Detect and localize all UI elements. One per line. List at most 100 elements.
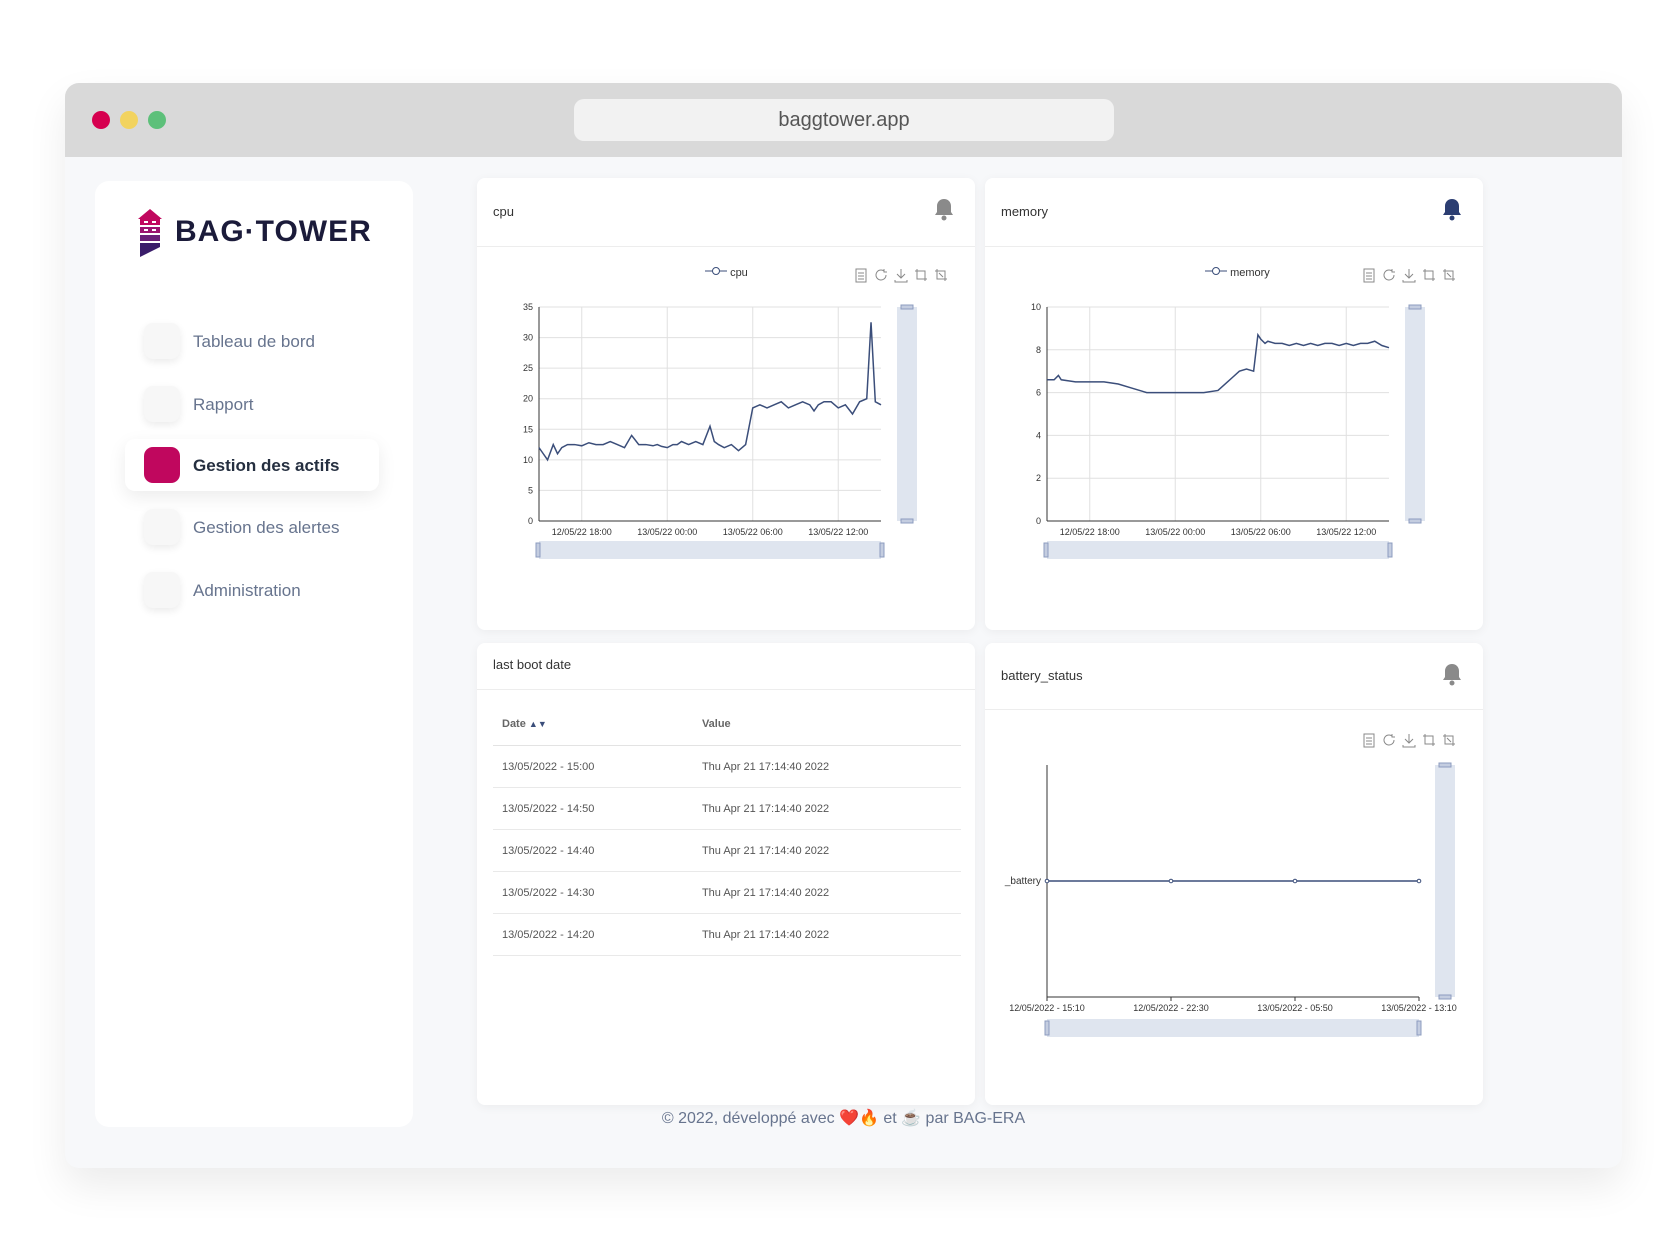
- x-zoom-handle: [1044, 1020, 1050, 1036]
- data-view-icon[interactable]: [854, 268, 868, 283]
- table-row[interactable]: 13/05/2022 - 14:20 Thu Apr 21 17:14:40 20…: [493, 913, 961, 956]
- table-header-row: Date ▲▼ Value: [493, 703, 961, 746]
- data-point: [1168, 878, 1174, 884]
- x-zoom-handle: [535, 542, 541, 558]
- legend-marker: [1205, 267, 1227, 275]
- zoom-icon[interactable]: [1422, 733, 1436, 748]
- y-zoom-slider: [1435, 765, 1455, 997]
- assets-icon: [144, 447, 180, 483]
- sidebar-item-label: Administration: [193, 580, 301, 600]
- maximize-window-dot[interactable]: [148, 111, 166, 129]
- y-tick-label: 20: [523, 394, 533, 404]
- save-image-icon[interactable]: [1402, 268, 1416, 283]
- y-zoom-handle: [1438, 994, 1452, 1000]
- bell-icon[interactable]: [933, 197, 955, 221]
- close-window-dot[interactable]: [92, 111, 110, 129]
- x-tick-label: 13/05/22 00:00: [1145, 527, 1205, 537]
- chart-toolbox: [1362, 268, 1462, 284]
- y-tick-label: 30: [523, 333, 533, 343]
- series-line: [1047, 332, 1390, 394]
- x-tick-label: 13/05/22 12:00: [808, 527, 868, 537]
- sidebar-item-rapport[interactable]: Rapport: [125, 378, 379, 430]
- zoom-icon[interactable]: [914, 268, 928, 283]
- battery-status-chart[interactable]: _battery 12/05/2022 - 15:10 12/05/2022 - 2…: [985, 761, 1483, 1061]
- table-row[interactable]: 13/05/2022 - 14:30 Thu Apr 21 17:14:40 20…: [493, 871, 961, 914]
- minimize-window-dot[interactable]: [120, 111, 138, 129]
- column-header-value[interactable]: Value: [692, 703, 961, 746]
- card-header: memory: [985, 178, 1483, 247]
- y-tick-label: 0: [1036, 516, 1041, 526]
- data-point: [1044, 878, 1050, 884]
- save-image-icon[interactable]: [1402, 733, 1416, 748]
- x-zoom-handle: [1043, 542, 1049, 558]
- zoom-reset-icon[interactable]: [1442, 268, 1456, 283]
- column-header-date[interactable]: Date ▲▼: [493, 703, 693, 746]
- chart-legend[interactable]: cpu: [705, 266, 748, 279]
- x-tick-label: 12/05/22 18:00: [552, 527, 612, 537]
- x-tick-label: 12/05/22 18:00: [1060, 527, 1120, 537]
- zoom-icon[interactable]: [1422, 268, 1436, 283]
- sidebar: BAG·TOWER Tableau de bord Rapport Gestio…: [95, 181, 413, 1127]
- memory-chart[interactable]: 0 2 4 6 8 10 12/05/22 18:00 13/05/22 00:00 13/05…: [985, 303, 1483, 603]
- y-zoom-slider: [897, 307, 917, 521]
- x-tick-label: 13/05/22 06:00: [1231, 527, 1291, 537]
- data-point: [1416, 878, 1422, 884]
- sort-icon[interactable]: ▲▼: [528, 719, 547, 729]
- x-tick-label: 12/05/2022 - 22:30: [1133, 1003, 1209, 1013]
- save-image-icon[interactable]: [894, 268, 908, 283]
- cell-date: 13/05/2022 - 14:50: [493, 787, 693, 830]
- cell-date: 13/05/2022 - 14:30: [493, 871, 693, 914]
- y-tick-label: 4: [1036, 430, 1041, 440]
- y-category-label: _battery: [1004, 876, 1041, 887]
- memory-card: memory memory 0 2 4 6 8 10 12/05/22 18:00 13/05…: [985, 178, 1483, 630]
- sidebar-item-label: Tableau de bord: [193, 331, 315, 351]
- y-zoom-handle: [1408, 304, 1422, 310]
- table-row[interactable]: 13/05/2022 - 15:00 Thu Apr 21 17:14:40 20…: [493, 745, 961, 788]
- sidebar-item-label: Gestion des alertes: [193, 517, 340, 537]
- y-tick-label: 15: [523, 424, 533, 434]
- x-tick-label: 13/05/2022 - 13:10: [1381, 1003, 1457, 1013]
- url-bar[interactable]: baggtower.app: [574, 99, 1114, 141]
- battery-status-card: battery_status _battery 12/05/2022 - 15:1…: [985, 643, 1483, 1105]
- table-row[interactable]: 13/05/2022 - 14:50 Thu Apr 21 17:14:40 20…: [493, 787, 961, 830]
- table-row[interactable]: 13/05/2022 - 14:40 Thu Apr 21 17:14:40 20…: [493, 829, 961, 872]
- cell-value: Thu Apr 21 17:14:40 2022: [692, 829, 961, 872]
- zoom-reset-icon[interactable]: [1442, 733, 1456, 748]
- browser-titlebar: baggtower.app: [65, 83, 1622, 157]
- legend-label: memory: [1230, 267, 1270, 279]
- card-title: last boot date: [493, 657, 572, 672]
- restore-icon[interactable]: [874, 268, 888, 283]
- card-header: last boot date: [477, 643, 975, 690]
- chart-legend[interactable]: memory: [1205, 266, 1270, 279]
- y-zoom-handle: [1408, 518, 1422, 524]
- zoom-reset-icon[interactable]: [934, 268, 948, 283]
- dashboard-icon: [144, 323, 180, 359]
- data-view-icon[interactable]: [1362, 268, 1376, 283]
- card-title: cpu: [493, 204, 514, 219]
- x-zoom-slider: [539, 541, 881, 559]
- footer-text: © 2022, développé avec ❤️🔥 et ☕ par BAG-…: [661, 1110, 1026, 1127]
- cell-date: 13/05/2022 - 15:00: [493, 745, 693, 788]
- card-header: cpu: [477, 178, 975, 247]
- x-zoom-slider: [1047, 1019, 1419, 1037]
- cell-value: Thu Apr 21 17:14:40 2022: [692, 871, 961, 914]
- cpu-chart[interactable]: 0 5 10 15 20 25 30 35 12/05/22 18:00 13/05/22 00:…: [477, 303, 975, 603]
- bell-icon[interactable]: [1441, 662, 1463, 686]
- restore-icon[interactable]: [1382, 733, 1396, 748]
- logo-icon: [138, 209, 162, 257]
- sidebar-item-administration[interactable]: Administration: [125, 564, 379, 616]
- sidebar-item-tableau-de-bord[interactable]: Tableau de bord: [125, 315, 379, 367]
- bell-icon[interactable]: [1441, 197, 1463, 221]
- sidebar-item-label: Rapport: [193, 394, 254, 414]
- x-tick-label: 13/05/22 12:00: [1316, 527, 1376, 537]
- browser-window: baggtower.app BAG·TOWER Tableau de bord …: [65, 83, 1622, 1168]
- data-view-icon[interactable]: [1362, 733, 1376, 748]
- y-tick-label: 0: [528, 516, 533, 526]
- restore-icon[interactable]: [1382, 268, 1396, 283]
- cpu-card: cpu cpu 0 5 10 15 20 25 30 35 12/05/22 18:00 13/0…: [477, 178, 975, 630]
- boot-table: Date ▲▼ Value 13/05/2022 - 15:00 Thu Apr …: [493, 703, 961, 956]
- y-tick-label: 2: [1036, 473, 1041, 483]
- sidebar-item-gestion-des-actifs[interactable]: Gestion des actifs: [125, 439, 379, 491]
- chart-toolbox: [854, 268, 954, 284]
- sidebar-item-gestion-des-alertes[interactable]: Gestion des alertes: [125, 501, 379, 553]
